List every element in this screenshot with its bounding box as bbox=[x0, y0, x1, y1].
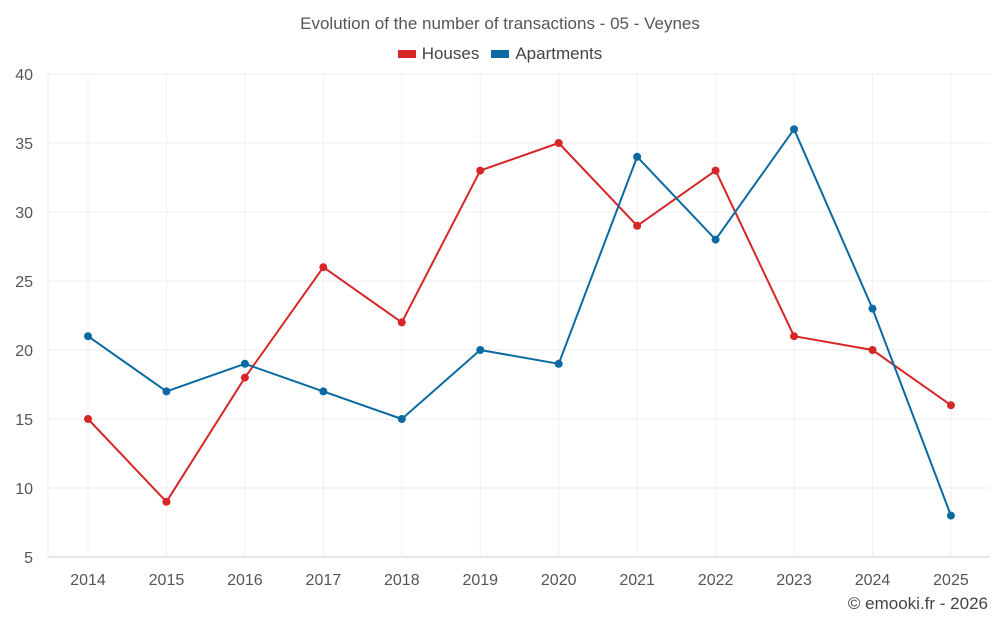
data-point-apartments-2018 bbox=[397, 415, 406, 423]
legend-label-apartments: Apartments bbox=[515, 44, 603, 63]
data-point-apartments-2017 bbox=[319, 387, 328, 396]
x-tick-label: 2016 bbox=[227, 572, 263, 589]
legend-item-houses[interactable]: Houses bbox=[397, 44, 480, 64]
data-point-apartments-2014 bbox=[84, 332, 92, 341]
x-tick-label: 2018 bbox=[384, 572, 420, 589]
data-point-apartments-2016 bbox=[240, 359, 249, 368]
x-tick-label: 2020 bbox=[541, 572, 577, 589]
x-tick-label: 2021 bbox=[619, 572, 655, 589]
y-tick-label: 40 bbox=[15, 67, 33, 84]
data-point-houses-2017 bbox=[319, 263, 328, 272]
data-point-houses-2024 bbox=[868, 346, 877, 354]
data-point-houses-2023 bbox=[790, 332, 799, 341]
data-point-houses-2015 bbox=[162, 497, 171, 506]
data-point-apartments-2020 bbox=[554, 359, 563, 368]
data-point-apartments-2019 bbox=[476, 346, 485, 354]
legend-swatch-apartments bbox=[491, 50, 510, 58]
series-line-apartments bbox=[87, 128, 952, 516]
data-point-houses-2016 bbox=[240, 373, 249, 382]
credit-text: © emooki.fr - 2026 bbox=[847, 594, 988, 613]
y-tick-label: 10 bbox=[15, 481, 33, 498]
legend-item-apartments[interactable]: Apartments bbox=[491, 44, 602, 64]
data-point-houses-2022 bbox=[711, 166, 720, 175]
legend-label-houses: Houses bbox=[421, 44, 480, 63]
series-line-houses bbox=[87, 142, 952, 503]
data-point-houses-2025 bbox=[946, 401, 955, 410]
y-tick-label: 25 bbox=[15, 274, 33, 291]
data-point-apartments-2023 bbox=[790, 125, 799, 134]
legend: Houses Apartments bbox=[0, 44, 1000, 64]
data-point-houses-2019 bbox=[476, 166, 485, 175]
y-tick-label: 5 bbox=[24, 550, 33, 567]
data-point-houses-2021 bbox=[633, 221, 642, 230]
legend-swatch-houses bbox=[397, 50, 416, 58]
x-tick-label: 2023 bbox=[776, 572, 812, 589]
y-tick-label: 20 bbox=[15, 343, 33, 360]
data-point-apartments-2015 bbox=[162, 387, 171, 396]
data-point-houses-2020 bbox=[554, 139, 563, 147]
x-tick-label: 2015 bbox=[149, 572, 185, 589]
data-point-houses-2014 bbox=[84, 415, 92, 423]
data-point-apartments-2022 bbox=[711, 235, 720, 244]
data-point-houses-2018 bbox=[397, 318, 406, 327]
x-tick-label: 2022 bbox=[698, 572, 734, 589]
x-tick-label: 2024 bbox=[855, 572, 891, 589]
x-tick-label: 2014 bbox=[70, 572, 106, 589]
x-tick-label: 2019 bbox=[462, 572, 498, 589]
y-tick-label: 15 bbox=[15, 412, 33, 429]
x-tick-label: 2025 bbox=[933, 572, 969, 589]
y-tick-label: 35 bbox=[15, 136, 33, 153]
y-tick-label: 30 bbox=[15, 205, 33, 222]
chart-title: Evolution of the number of transactions … bbox=[300, 14, 700, 33]
data-point-apartments-2025 bbox=[946, 511, 955, 520]
x-tick-label: 2017 bbox=[306, 572, 342, 589]
data-point-apartments-2024 bbox=[868, 304, 877, 313]
data-point-apartments-2021 bbox=[633, 152, 642, 161]
